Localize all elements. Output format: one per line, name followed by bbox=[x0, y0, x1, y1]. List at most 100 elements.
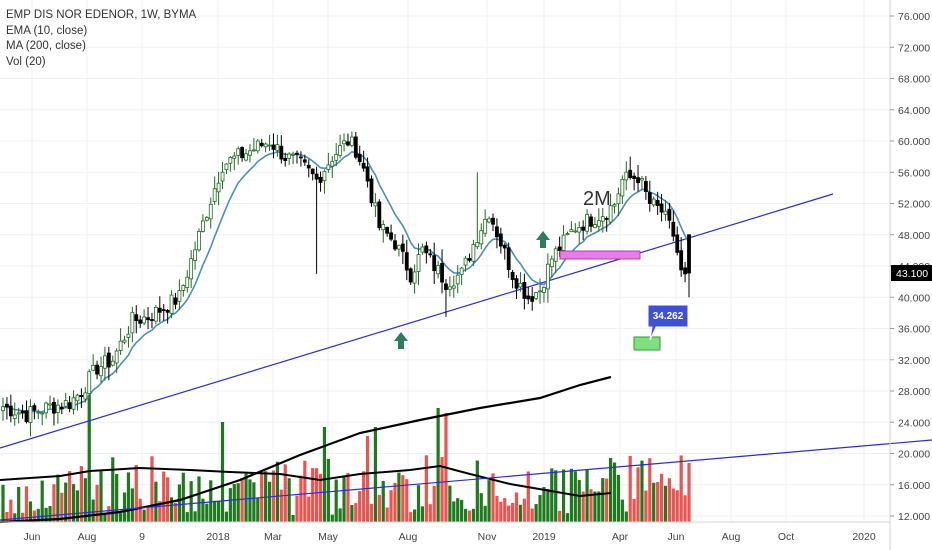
candle-body-30 bbox=[118, 340, 123, 351]
candle-body-20 bbox=[79, 394, 84, 397]
volume-bar-24 bbox=[95, 484, 99, 522]
volume-bar-33 bbox=[130, 488, 134, 522]
candle-body-59 bbox=[232, 155, 237, 159]
candle-body-146 bbox=[573, 230, 578, 233]
volume-bar-57 bbox=[224, 511, 229, 522]
price-tick-label: 76.000 bbox=[898, 11, 930, 23]
candle-body-134 bbox=[526, 295, 531, 300]
volume-bar-58 bbox=[228, 488, 232, 522]
volume-bar-120 bbox=[471, 508, 475, 522]
candle-body-148 bbox=[581, 226, 586, 231]
ema-line bbox=[3, 150, 690, 414]
candle-body-11 bbox=[44, 402, 49, 414]
volume-bar-169 bbox=[663, 485, 668, 522]
volume-bar-111 bbox=[436, 408, 440, 522]
volume-bar-99 bbox=[389, 490, 393, 522]
volume-bar-108 bbox=[424, 455, 428, 522]
volume-bar-15 bbox=[60, 492, 64, 522]
volume-bar-166 bbox=[652, 482, 656, 522]
candle-body-18 bbox=[71, 397, 76, 410]
volume-bar-35 bbox=[138, 498, 142, 522]
candle-body-96 bbox=[377, 201, 382, 229]
volume-bar-50 bbox=[197, 476, 201, 522]
candle-body-159 bbox=[624, 171, 629, 181]
annotations[interactable]: 34.262 2M bbox=[394, 188, 689, 351]
candle-body-93 bbox=[365, 166, 370, 182]
volume-bar-43 bbox=[169, 497, 174, 522]
volume-bar-124 bbox=[487, 480, 491, 522]
time-tick-label: May bbox=[318, 531, 339, 543]
candle-body-84 bbox=[330, 161, 335, 167]
candle-body-25 bbox=[99, 366, 103, 377]
candle-body-149 bbox=[585, 214, 589, 232]
candle-body-170 bbox=[667, 208, 672, 221]
time-tick-label: Oct bbox=[778, 531, 794, 543]
chart-legend: EMP DIS NOR EDENOR, 1W, BYMA EMA (10, cl… bbox=[6, 8, 196, 70]
volume-bar-126 bbox=[495, 495, 499, 522]
candle-body-123 bbox=[483, 218, 488, 234]
volume-bar-80 bbox=[315, 468, 319, 522]
volume-bar-125 bbox=[491, 473, 495, 522]
volume-bar-129 bbox=[507, 505, 511, 522]
candle-body-125 bbox=[491, 217, 495, 225]
volume-bar-49 bbox=[193, 511, 197, 522]
volume-bar-152 bbox=[597, 491, 601, 522]
candle-body-76 bbox=[299, 156, 303, 159]
volume-bar-162 bbox=[636, 467, 640, 522]
ema-path bbox=[3, 150, 690, 414]
candle-body-57 bbox=[224, 163, 229, 171]
candle-body-42 bbox=[165, 309, 170, 313]
candle-body-160 bbox=[628, 169, 633, 179]
candle-body-113 bbox=[444, 283, 448, 290]
candle-body-109 bbox=[428, 253, 433, 256]
candle-body-83 bbox=[326, 164, 331, 170]
volume-bar-88 bbox=[346, 473, 350, 522]
candle-body-50 bbox=[197, 231, 201, 251]
time-tick-label: Jun bbox=[668, 531, 685, 543]
volume-bar-23 bbox=[91, 499, 95, 522]
trendlines[interactable] bbox=[0, 193, 932, 521]
volume-bar-86 bbox=[338, 508, 342, 522]
candle-body-75 bbox=[295, 152, 299, 155]
candle-body-32 bbox=[126, 333, 131, 338]
volume-bar-89 bbox=[350, 505, 354, 522]
volume-bar-54 bbox=[213, 500, 217, 522]
candle-body-111 bbox=[436, 265, 441, 275]
candle-body-145 bbox=[569, 229, 574, 233]
candle-body-153 bbox=[600, 216, 605, 222]
candle-body-46 bbox=[181, 285, 186, 291]
candle-body-89 bbox=[349, 136, 354, 146]
volume-bar-75 bbox=[295, 495, 299, 522]
ma200-path bbox=[0, 375, 612, 524]
volume-bar-136 bbox=[534, 504, 538, 522]
candle-body-43 bbox=[169, 294, 174, 314]
candle-body-101 bbox=[397, 244, 401, 250]
price-tick-label: 40.000 bbox=[898, 292, 930, 304]
legend-volume: Vol (20) bbox=[6, 55, 46, 68]
volume-bar-92 bbox=[362, 471, 366, 522]
candle-body-63 bbox=[248, 150, 252, 156]
volume-bar-13 bbox=[52, 484, 56, 522]
volume-bar-44 bbox=[173, 502, 178, 522]
volume-bar-64 bbox=[252, 482, 256, 522]
volume-bar-118 bbox=[463, 508, 468, 522]
volume-bar-96 bbox=[377, 494, 381, 522]
candle-body-130 bbox=[510, 271, 515, 280]
candle-body-122 bbox=[479, 230, 484, 245]
candle-body-44 bbox=[173, 297, 178, 305]
volume-bar-53 bbox=[209, 480, 213, 522]
candle-body-121 bbox=[475, 242, 480, 248]
volume-bar-134 bbox=[526, 471, 530, 522]
candle-body-78 bbox=[306, 164, 311, 169]
volume-bar-31 bbox=[122, 492, 127, 522]
candle-body-48 bbox=[189, 258, 194, 280]
candle-body-129 bbox=[506, 247, 511, 271]
candle-body-21 bbox=[83, 392, 88, 400]
volume-bar-9 bbox=[36, 508, 40, 522]
candle-body-87 bbox=[342, 140, 346, 145]
legend-title: EMP DIS NOR EDENOR, 1W, BYMA bbox=[6, 9, 197, 21]
candle-body-77 bbox=[302, 159, 307, 163]
volume-bar-132 bbox=[518, 504, 523, 522]
candle-body-34 bbox=[134, 314, 139, 322]
